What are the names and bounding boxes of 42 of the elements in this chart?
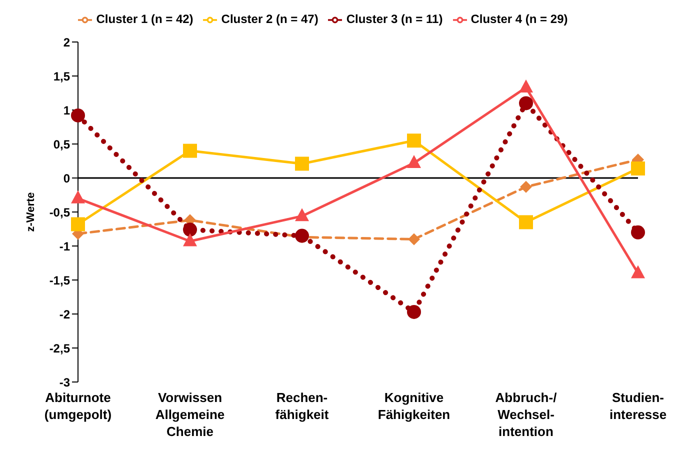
point xyxy=(519,80,533,93)
point xyxy=(407,304,421,319)
y-tick-label: -1 xyxy=(59,239,70,254)
legend-label: Cluster 1 (n = 42) xyxy=(96,12,194,26)
point xyxy=(183,144,197,158)
point xyxy=(71,217,85,232)
y-axis-title: z-Werte xyxy=(24,192,37,232)
x-tick-label: Abiturnote (umgepolt) xyxy=(44,390,112,422)
point xyxy=(519,96,533,110)
x-tick-label: Studien- interesse xyxy=(609,390,667,422)
legend-label: Cluster 3 (n = 11) xyxy=(346,12,443,26)
point xyxy=(631,265,645,278)
point xyxy=(183,222,197,237)
y-tick-label: -1,5 xyxy=(49,273,70,288)
point xyxy=(631,225,645,240)
point xyxy=(295,228,309,243)
y-tick-label: -3 xyxy=(59,375,70,390)
x-tick-label: Rechen- fähigkeit xyxy=(275,390,330,422)
y-tick-label: 0,5 xyxy=(53,137,70,152)
point xyxy=(183,233,197,246)
point xyxy=(295,208,309,222)
y-tick-label: -2,5 xyxy=(49,341,70,356)
point xyxy=(407,134,421,148)
point xyxy=(295,156,309,171)
y-tick-label: -0,5 xyxy=(49,205,70,220)
point xyxy=(407,155,421,168)
point xyxy=(519,215,533,230)
y-tick-label: 0 xyxy=(63,171,70,186)
point xyxy=(631,161,645,176)
y-tick-label: 2 xyxy=(63,35,70,50)
y-tick-label: 1,5 xyxy=(53,69,70,84)
y-tick-label: 1 xyxy=(63,103,70,118)
legend-label: Cluster 2 (n = 47) xyxy=(221,12,318,26)
x-tick-label: Kognitive Fähigkeiten xyxy=(378,390,450,422)
point xyxy=(71,108,85,122)
x-tick-label: Abbruch-/ Wechsel- intention xyxy=(495,390,558,439)
y-tick-label: -2 xyxy=(59,307,70,322)
legend-label: Cluster 4 (n = 29) xyxy=(470,12,568,26)
point xyxy=(520,180,532,193)
point xyxy=(408,233,420,246)
x-tick-label: Vorwissen Allgemeine Chemie xyxy=(155,390,225,439)
point xyxy=(71,190,85,204)
